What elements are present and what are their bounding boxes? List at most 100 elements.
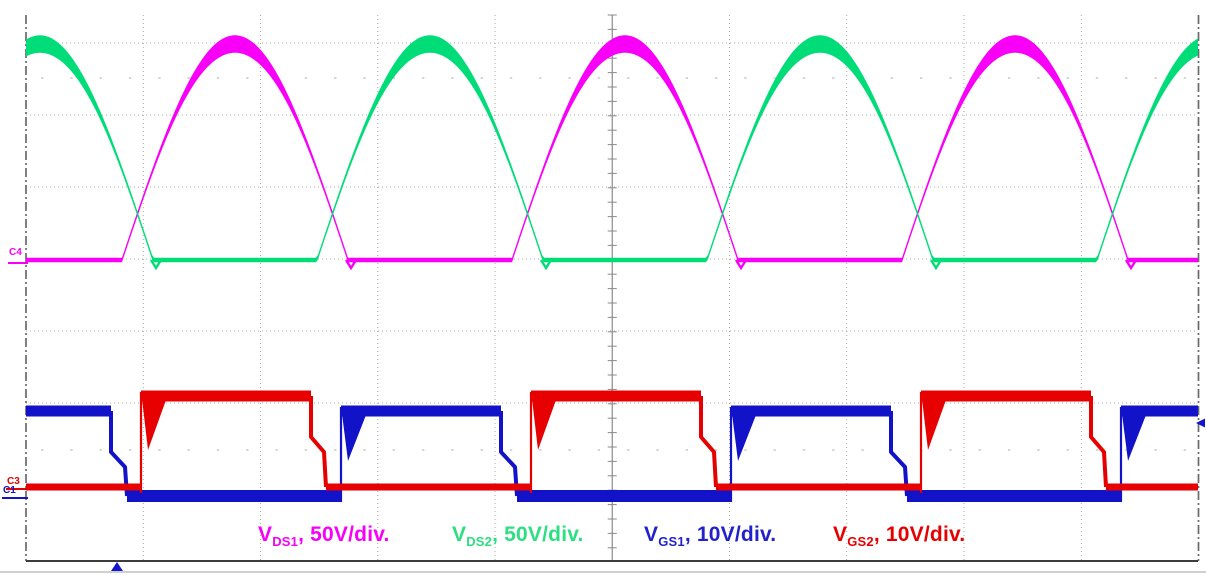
trace-v_gs1-low — [127, 490, 341, 502]
legend-subscript: GS2 — [847, 534, 874, 550]
trigger-level-marker-icon — [1196, 418, 1205, 428]
trace-v_gs2-fall — [1089, 396, 1108, 488]
faint-tick — [1066, 77, 1069, 79]
faint-tick — [451, 77, 454, 79]
legend-symbol: V — [258, 523, 273, 546]
faint-tick — [41, 77, 44, 79]
faint-tick — [70, 77, 73, 79]
trace-v_gs1-high — [341, 405, 501, 417]
faint-tick — [363, 449, 366, 451]
channel-marker-c1: C1 — [3, 485, 16, 496]
faint-tick — [890, 77, 894, 79]
faint-tick — [802, 77, 806, 79]
faint-tick — [1125, 77, 1128, 79]
faint-tick — [627, 449, 630, 451]
faint-tick — [304, 449, 308, 451]
faint-tick — [421, 77, 425, 79]
faint-tick — [187, 77, 190, 79]
faint-tick — [480, 449, 483, 451]
faint-tick — [334, 77, 337, 79]
faint-tick — [832, 449, 835, 451]
faint-tick — [978, 77, 981, 79]
trace-v_gs2-high — [141, 390, 311, 402]
legend-symbol: V — [452, 523, 467, 546]
channel-marker-c3: C3 — [7, 476, 20, 487]
faint-tick — [802, 449, 806, 451]
faint-tick — [539, 449, 542, 451]
faint-tick — [1125, 449, 1128, 451]
legend-item-vgs1: VGS1, 10V/div. — [644, 523, 776, 549]
faint-tick — [656, 449, 659, 451]
faint-tick — [509, 449, 513, 451]
legend-subscript: DS1 — [272, 534, 299, 550]
trace-v_gs1-ringing — [342, 414, 366, 461]
trace-v_gs1-low — [517, 490, 731, 502]
trace-v_gs1-high — [1121, 405, 1198, 417]
legend-scale: , 10V/div. — [684, 523, 777, 546]
faint-tick — [304, 77, 308, 79]
faint-tick — [392, 77, 395, 79]
legend-scale: , 50V/div. — [492, 523, 584, 546]
legend-item-vds1: VDS1, 50V/div. — [258, 523, 390, 549]
faint-tick — [246, 449, 249, 451]
faint-tick — [949, 449, 952, 451]
trace-v_gs1-fall — [109, 411, 129, 497]
faint-tick — [70, 449, 73, 451]
faint-tick — [480, 77, 483, 79]
faint-tick — [920, 77, 923, 79]
faint-tick — [597, 77, 601, 79]
trace-glitch — [1124, 259, 1138, 271]
trace-v_gs2-low — [326, 483, 531, 491]
trace-glitch — [539, 259, 553, 271]
faint-tick — [421, 449, 425, 451]
faint-tick — [275, 449, 278, 451]
faint-tick — [744, 449, 747, 451]
faint-tick — [1154, 77, 1157, 79]
faint-tick — [392, 449, 395, 451]
legend-item-vds2: VDS2, 50V/div. — [452, 523, 584, 549]
trigger-time-marker-icon — [111, 562, 123, 571]
faint-tick — [1066, 449, 1069, 451]
faint-tick — [1007, 77, 1011, 79]
faint-tick — [99, 77, 102, 79]
trace-glitch — [734, 259, 748, 271]
faint-tick — [714, 77, 718, 79]
faint-tick — [568, 449, 571, 451]
faint-tick — [41, 449, 44, 451]
faint-tick — [539, 77, 542, 79]
faint-tick — [509, 77, 513, 79]
trace-glitch — [149, 259, 163, 271]
trace-glitch — [344, 259, 358, 271]
faint-tick — [216, 449, 220, 451]
faint-tick — [128, 449, 132, 451]
faint-tick — [246, 77, 249, 79]
trace-v_gs2-ringing — [142, 399, 166, 450]
trace-v_gs1-fall — [889, 411, 909, 497]
faint-tick — [158, 449, 161, 451]
faint-tick — [832, 77, 835, 79]
faint-tick — [1037, 77, 1040, 79]
trace-v_gs1-high — [731, 405, 891, 417]
trace-v_gs1-high — [26, 405, 111, 417]
trace-v_gs2-ringing — [532, 399, 556, 450]
trace-v_gs2-fall — [309, 396, 328, 488]
faint-tick — [861, 449, 864, 451]
faint-tick — [451, 449, 454, 451]
faint-tick — [949, 77, 952, 79]
channel-marker-c4: C4 — [9, 247, 22, 258]
legend-subscript: DS2 — [466, 534, 493, 550]
legend-symbol: V — [644, 523, 659, 546]
faint-tick — [978, 449, 981, 451]
faint-tick — [568, 77, 571, 79]
faint-tick — [1183, 77, 1187, 79]
trace-v_gs1-ringing — [1122, 414, 1146, 461]
faint-tick — [216, 77, 220, 79]
trace-v_gs2-low — [1106, 483, 1198, 491]
trace-v_gs1-fall — [499, 411, 519, 497]
trace-v_gs2-low — [716, 483, 921, 491]
trace-v_gs2-ringing — [922, 399, 946, 450]
faint-tick — [1095, 77, 1099, 79]
legend-scale: , 10V/div. — [873, 523, 966, 546]
